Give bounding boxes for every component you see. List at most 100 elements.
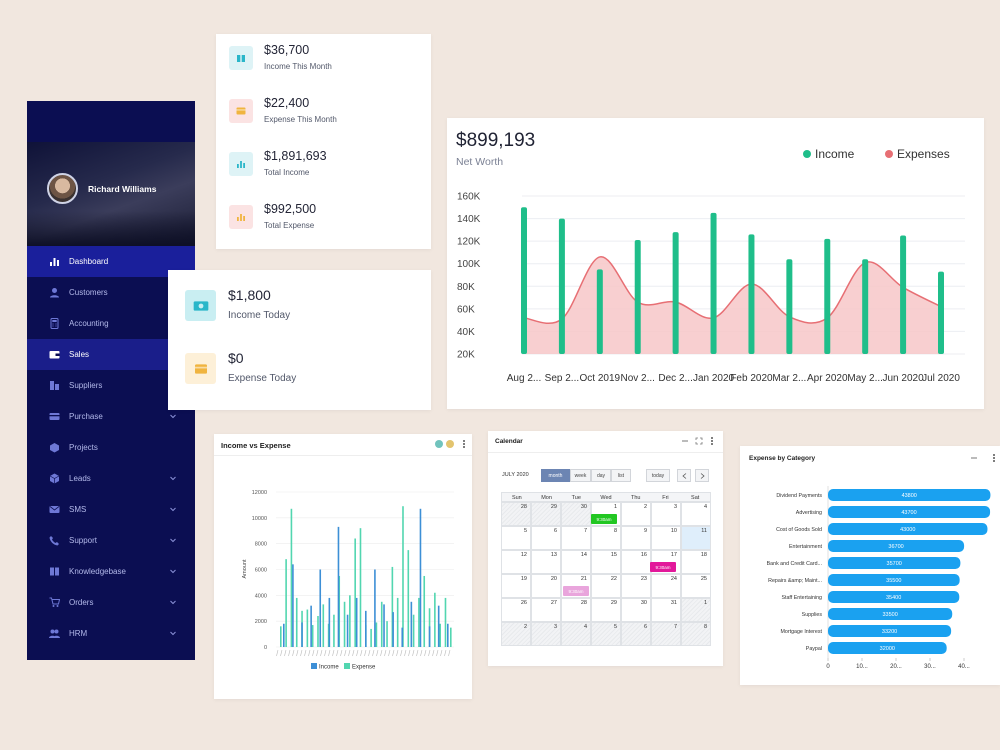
view-day-button[interactable]: day	[591, 469, 611, 482]
sidebar-item-suppliers[interactable]: Suppliers	[27, 370, 195, 401]
user-name[interactable]: Richard Williams	[88, 184, 157, 194]
calendar-day-cell[interactable]: 8	[681, 622, 711, 646]
sidebar-item-knowledgebase[interactable]: Knowledgebase	[27, 556, 195, 587]
calendar-day-cell[interactable]: 27	[531, 598, 561, 622]
card-icon	[49, 411, 60, 422]
prev-month-button[interactable]	[677, 469, 691, 482]
expense-bar	[375, 622, 378, 647]
calendar-day-cell[interactable]: 28	[561, 598, 591, 622]
minimize-icon[interactable]	[681, 437, 689, 445]
sidebar-item-projects[interactable]: Projects	[27, 432, 195, 463]
sidebar-item-accounting[interactable]: Accounting	[27, 308, 195, 339]
calendar-day-cell[interactable]: 31	[651, 598, 681, 622]
calendar-day-cell[interactable]: 3	[651, 502, 681, 526]
expense-bar	[354, 538, 356, 647]
today-button[interactable]: today	[646, 469, 670, 482]
sidebar-item-label: Support	[69, 536, 98, 545]
toggle-income-dot[interactable]	[435, 440, 443, 448]
sidebar-item-hrm[interactable]: HRM	[27, 618, 195, 649]
calendar-day-cell[interactable]: 9	[621, 526, 651, 550]
weekday-label: Thu	[630, 495, 641, 501]
day-number: 2	[643, 504, 647, 510]
calendar-day-cell[interactable]: 30	[561, 502, 591, 526]
more-options-icon[interactable]	[992, 454, 996, 464]
income-bar	[355, 597, 358, 647]
calendar-day-cell[interactable]: 23	[621, 574, 651, 598]
legend-expenses[interactable]: Expenses	[885, 147, 950, 161]
sidebar-item-leads[interactable]: Leads	[27, 463, 195, 494]
sidebar-item-label: Leads	[69, 474, 91, 483]
calendar-event[interactable]: 9:30am	[650, 562, 676, 572]
cube-icon	[49, 473, 60, 484]
sidebar-item-support[interactable]: Support	[27, 525, 195, 556]
calendar-day-cell[interactable]: 7	[651, 622, 681, 646]
day-number: 27	[550, 600, 557, 606]
calendar-event[interactable]: 9:30am	[563, 586, 589, 596]
expense-bar	[439, 623, 441, 647]
toggle-expense-dot[interactable]	[446, 440, 454, 448]
calendar-day-cell[interactable]: 2	[501, 622, 531, 646]
calendar-day-cell[interactable]: 14	[561, 550, 591, 574]
category-bar	[828, 540, 965, 552]
day-number: 28	[580, 600, 587, 606]
sidebar-item-purchase[interactable]: Purchase	[27, 401, 195, 432]
calendar-day-cell[interactable]: 7	[561, 526, 591, 550]
calendar-day-cell[interactable]: 4	[561, 622, 591, 646]
day-number: 15	[610, 552, 617, 558]
view-month-button[interactable]: month	[541, 469, 570, 482]
avatar[interactable]	[47, 173, 78, 204]
calendar-day-cell[interactable]: 12	[501, 550, 531, 574]
more-options-icon[interactable]	[462, 440, 466, 450]
calendar-day-cell[interactable]: 19	[501, 574, 531, 598]
sidebar-item-orders[interactable]: Orders	[27, 587, 195, 618]
sidebar-item-sms[interactable]: SMS	[27, 494, 195, 525]
calendar-day-cell[interactable]: 1	[681, 598, 711, 622]
calendar-day-cell[interactable]: 18	[681, 550, 711, 574]
income-bar	[365, 610, 367, 647]
calendar-day-cell[interactable]: 3	[531, 622, 561, 646]
next-month-button[interactable]	[695, 469, 709, 482]
calendar-day-cell[interactable]: 29	[591, 598, 621, 622]
calendar-day-cell[interactable]: 10	[651, 526, 681, 550]
expense-bar	[311, 625, 314, 647]
calendar-day-cell[interactable]: 2	[621, 502, 651, 526]
sidebar-item-customers[interactable]: Customers	[27, 277, 195, 308]
day-number: 2	[523, 624, 527, 630]
calendar-day-cell[interactable]: 13	[531, 550, 561, 574]
calendar-day-cell[interactable]: 22	[591, 574, 621, 598]
calendar-day-cell[interactable]: 15	[591, 550, 621, 574]
calendar-event[interactable]: 9:30am	[591, 514, 617, 524]
stat-value: $22,400	[264, 96, 310, 110]
calendar-day-cell[interactable]: 20	[531, 574, 561, 598]
calendar-day-cell[interactable]: 6	[621, 622, 651, 646]
calendar-day-cell[interactable]: 28	[501, 502, 531, 526]
stat-text: $22,400 Expense This Month	[264, 96, 337, 124]
calendar-day-cell[interactable]: 30	[621, 598, 651, 622]
view-week-button[interactable]: week	[570, 469, 591, 482]
expense-by-category-title: Expense by Category	[749, 455, 816, 462]
calendar-day-cell[interactable]: 11	[681, 526, 711, 550]
calendar-day-cell[interactable]: 16	[621, 550, 651, 574]
bar-value-label: 36700	[888, 544, 903, 550]
sidebar-item-sales[interactable]: Sales	[27, 339, 195, 370]
calendar-day-cell[interactable]: 4	[681, 502, 711, 526]
calendar-day-cell[interactable]: 6	[531, 526, 561, 550]
calendar-day-cell[interactable]: 24	[651, 574, 681, 598]
day-number: 10	[670, 528, 677, 534]
weekday-label: Sun	[511, 495, 522, 501]
x-tick-mark	[344, 649, 347, 657]
calendar-day-cell[interactable]: 5	[501, 526, 531, 550]
calendar-day-cell[interactable]: 26	[501, 598, 531, 622]
view-list-button[interactable]: list	[611, 469, 631, 482]
calendar-day-cell[interactable]: 29	[531, 502, 561, 526]
sidebar-item-label: Customers	[69, 288, 108, 297]
day-number: 22	[610, 576, 617, 582]
legend-income[interactable]: Income	[803, 147, 854, 161]
expand-icon[interactable]	[695, 437, 703, 445]
more-options-icon[interactable]	[710, 437, 714, 447]
calendar-day-cell[interactable]: 25	[681, 574, 711, 598]
minimize-icon[interactable]	[970, 454, 978, 462]
calendar-day-cell[interactable]: 8	[591, 526, 621, 550]
sidebar-item-dashboard[interactable]: Dashboard	[27, 246, 195, 277]
calendar-day-cell[interactable]: 5	[591, 622, 621, 646]
